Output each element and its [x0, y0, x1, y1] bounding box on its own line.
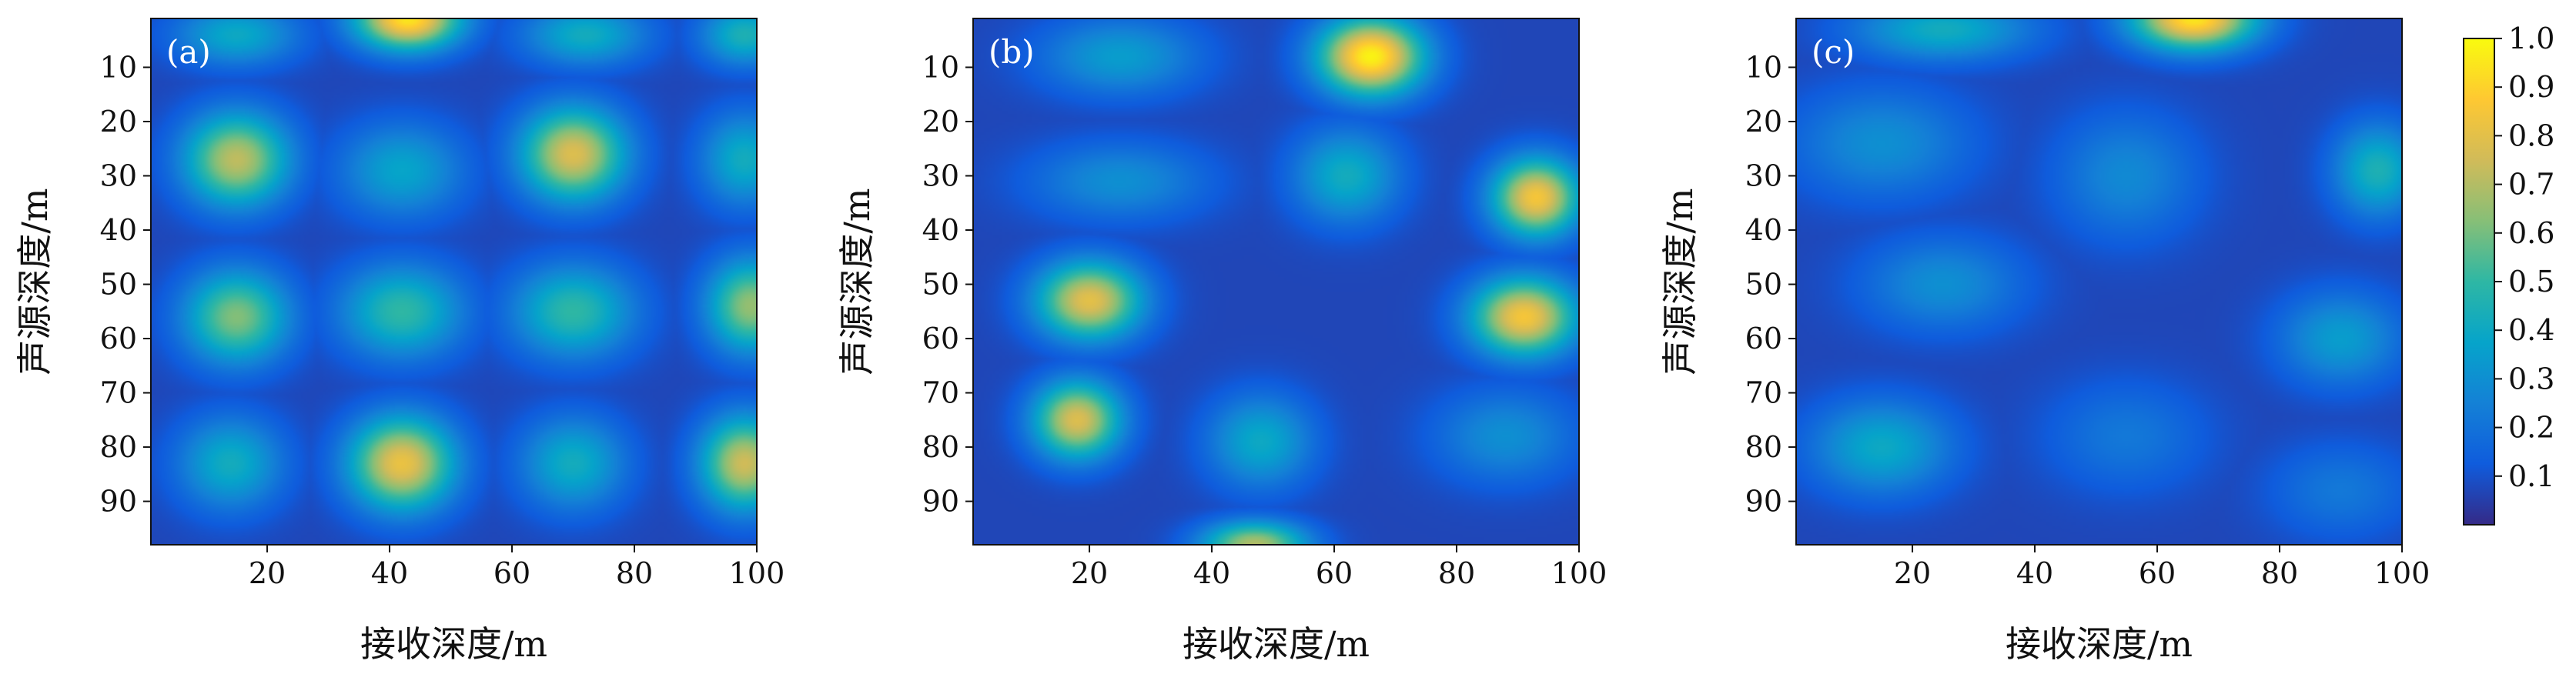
x-tick-label: 40 [371, 556, 408, 590]
colorbar-tick-label: 0.6 [2508, 216, 2554, 250]
x-tick-label: 20 [1071, 556, 1108, 590]
y-tick-label: 10 [100, 50, 137, 84]
x-axis-label: 接收深度/m [1183, 623, 1370, 665]
colorbar-tick-label: 0.3 [2508, 362, 2554, 395]
heatmap-panel: 20 40 60 80 100 10 20 30 40 50 60 70 80 90 接收深度/m 声源深度/… [1659, 18, 2430, 665]
heatmap-panel: 20 40 60 80 100 10 20 30 40 50 60 70 80 90 接收深度/m 声源深度/… [14, 18, 785, 665]
y-axis-label: 声源深度/m [1659, 188, 1701, 375]
colorbar-tick-label: 0.5 [2508, 265, 2554, 299]
x-tick-label: 100 [1551, 556, 1607, 590]
plot-frame [972, 18, 1580, 546]
colorbar-tick-label: 0.7 [2508, 168, 2554, 202]
y-axis-label: 声源深度/m [14, 188, 55, 375]
y-tick-label: 60 [1745, 322, 1782, 355]
y-tick-label: 80 [100, 430, 137, 464]
x-tick-label: 20 [1894, 556, 1931, 590]
y-tick-label: 50 [1745, 268, 1782, 302]
x-tick-label: 60 [493, 556, 530, 590]
y-tick-label: 30 [922, 158, 959, 192]
y-tick-label: 20 [1745, 105, 1782, 138]
x-tick-label: 60 [2139, 556, 2176, 590]
y-tick-label: 30 [1745, 158, 1782, 192]
x-tick-label: 40 [1193, 556, 1230, 590]
panel-label: (b) [989, 33, 1035, 71]
x-tick-label: 20 [249, 556, 286, 590]
y-tick-label: 60 [922, 322, 959, 355]
y-tick-label: 90 [1745, 485, 1782, 519]
x-tick-label: 80 [1438, 556, 1475, 590]
y-tick-label: 90 [922, 485, 959, 519]
heatmap-panel: 20 40 60 80 100 10 20 30 40 50 60 70 80 90 接收深度/m 声源深度/… [836, 18, 1607, 665]
heatmap-image [973, 18, 1579, 545]
plot-frame [1795, 18, 2403, 546]
y-tick-label: 80 [922, 430, 959, 464]
y-tick-label: 90 [100, 485, 137, 519]
x-axis-label: 接收深度/m [2006, 623, 2193, 665]
y-tick-label: 40 [100, 213, 137, 247]
panel-label: (a) [166, 33, 211, 71]
colorbar-tick-label: 0.4 [2508, 313, 2554, 347]
y-tick-label: 60 [100, 322, 137, 355]
colorbar-tick-label: 0.9 [2508, 70, 2554, 104]
x-tick-label: 80 [616, 556, 653, 590]
y-tick-label: 40 [1745, 213, 1782, 247]
heatmap-image [1796, 18, 2402, 545]
y-tick-label: 50 [100, 268, 137, 302]
y-tick-label: 30 [100, 158, 137, 192]
colorbar-gradient [2463, 38, 2495, 526]
colorbar-tick-label: 1.0 [2508, 22, 2554, 55]
y-tick-label: 20 [922, 105, 959, 138]
y-tick-label: 80 [1745, 430, 1782, 464]
x-tick-label: 60 [1316, 556, 1353, 590]
colorbar: 0.1 0.2 0.3 0.4 0.5 0.6 0.7 0.8 0.9 1.0 [2463, 22, 2554, 526]
y-tick-label: 10 [1745, 50, 1782, 84]
x-tick-label: 100 [2374, 556, 2430, 590]
x-tick-label: 80 [2261, 556, 2298, 590]
y-tick-label: 70 [922, 376, 959, 410]
colorbar-tick-label: 0.2 [2508, 411, 2554, 445]
plot-frame [150, 18, 758, 546]
x-tick-label: 40 [2016, 556, 2053, 590]
x-tick-label: 100 [729, 556, 785, 590]
colorbar-tick-label: 0.1 [2508, 459, 2554, 493]
y-tick-label: 20 [100, 105, 137, 138]
y-axis-label: 声源深度/m [836, 188, 878, 375]
y-tick-label: 50 [922, 268, 959, 302]
y-tick-label: 70 [1745, 376, 1782, 410]
y-tick-label: 10 [922, 50, 959, 84]
colorbar-tick-label: 0.8 [2508, 118, 2554, 152]
heatmap-image [151, 18, 757, 545]
y-tick-label: 70 [100, 376, 137, 410]
panel-label: (c) [1812, 33, 1855, 71]
y-tick-label: 40 [922, 213, 959, 247]
x-axis-label: 接收深度/m [360, 623, 547, 665]
